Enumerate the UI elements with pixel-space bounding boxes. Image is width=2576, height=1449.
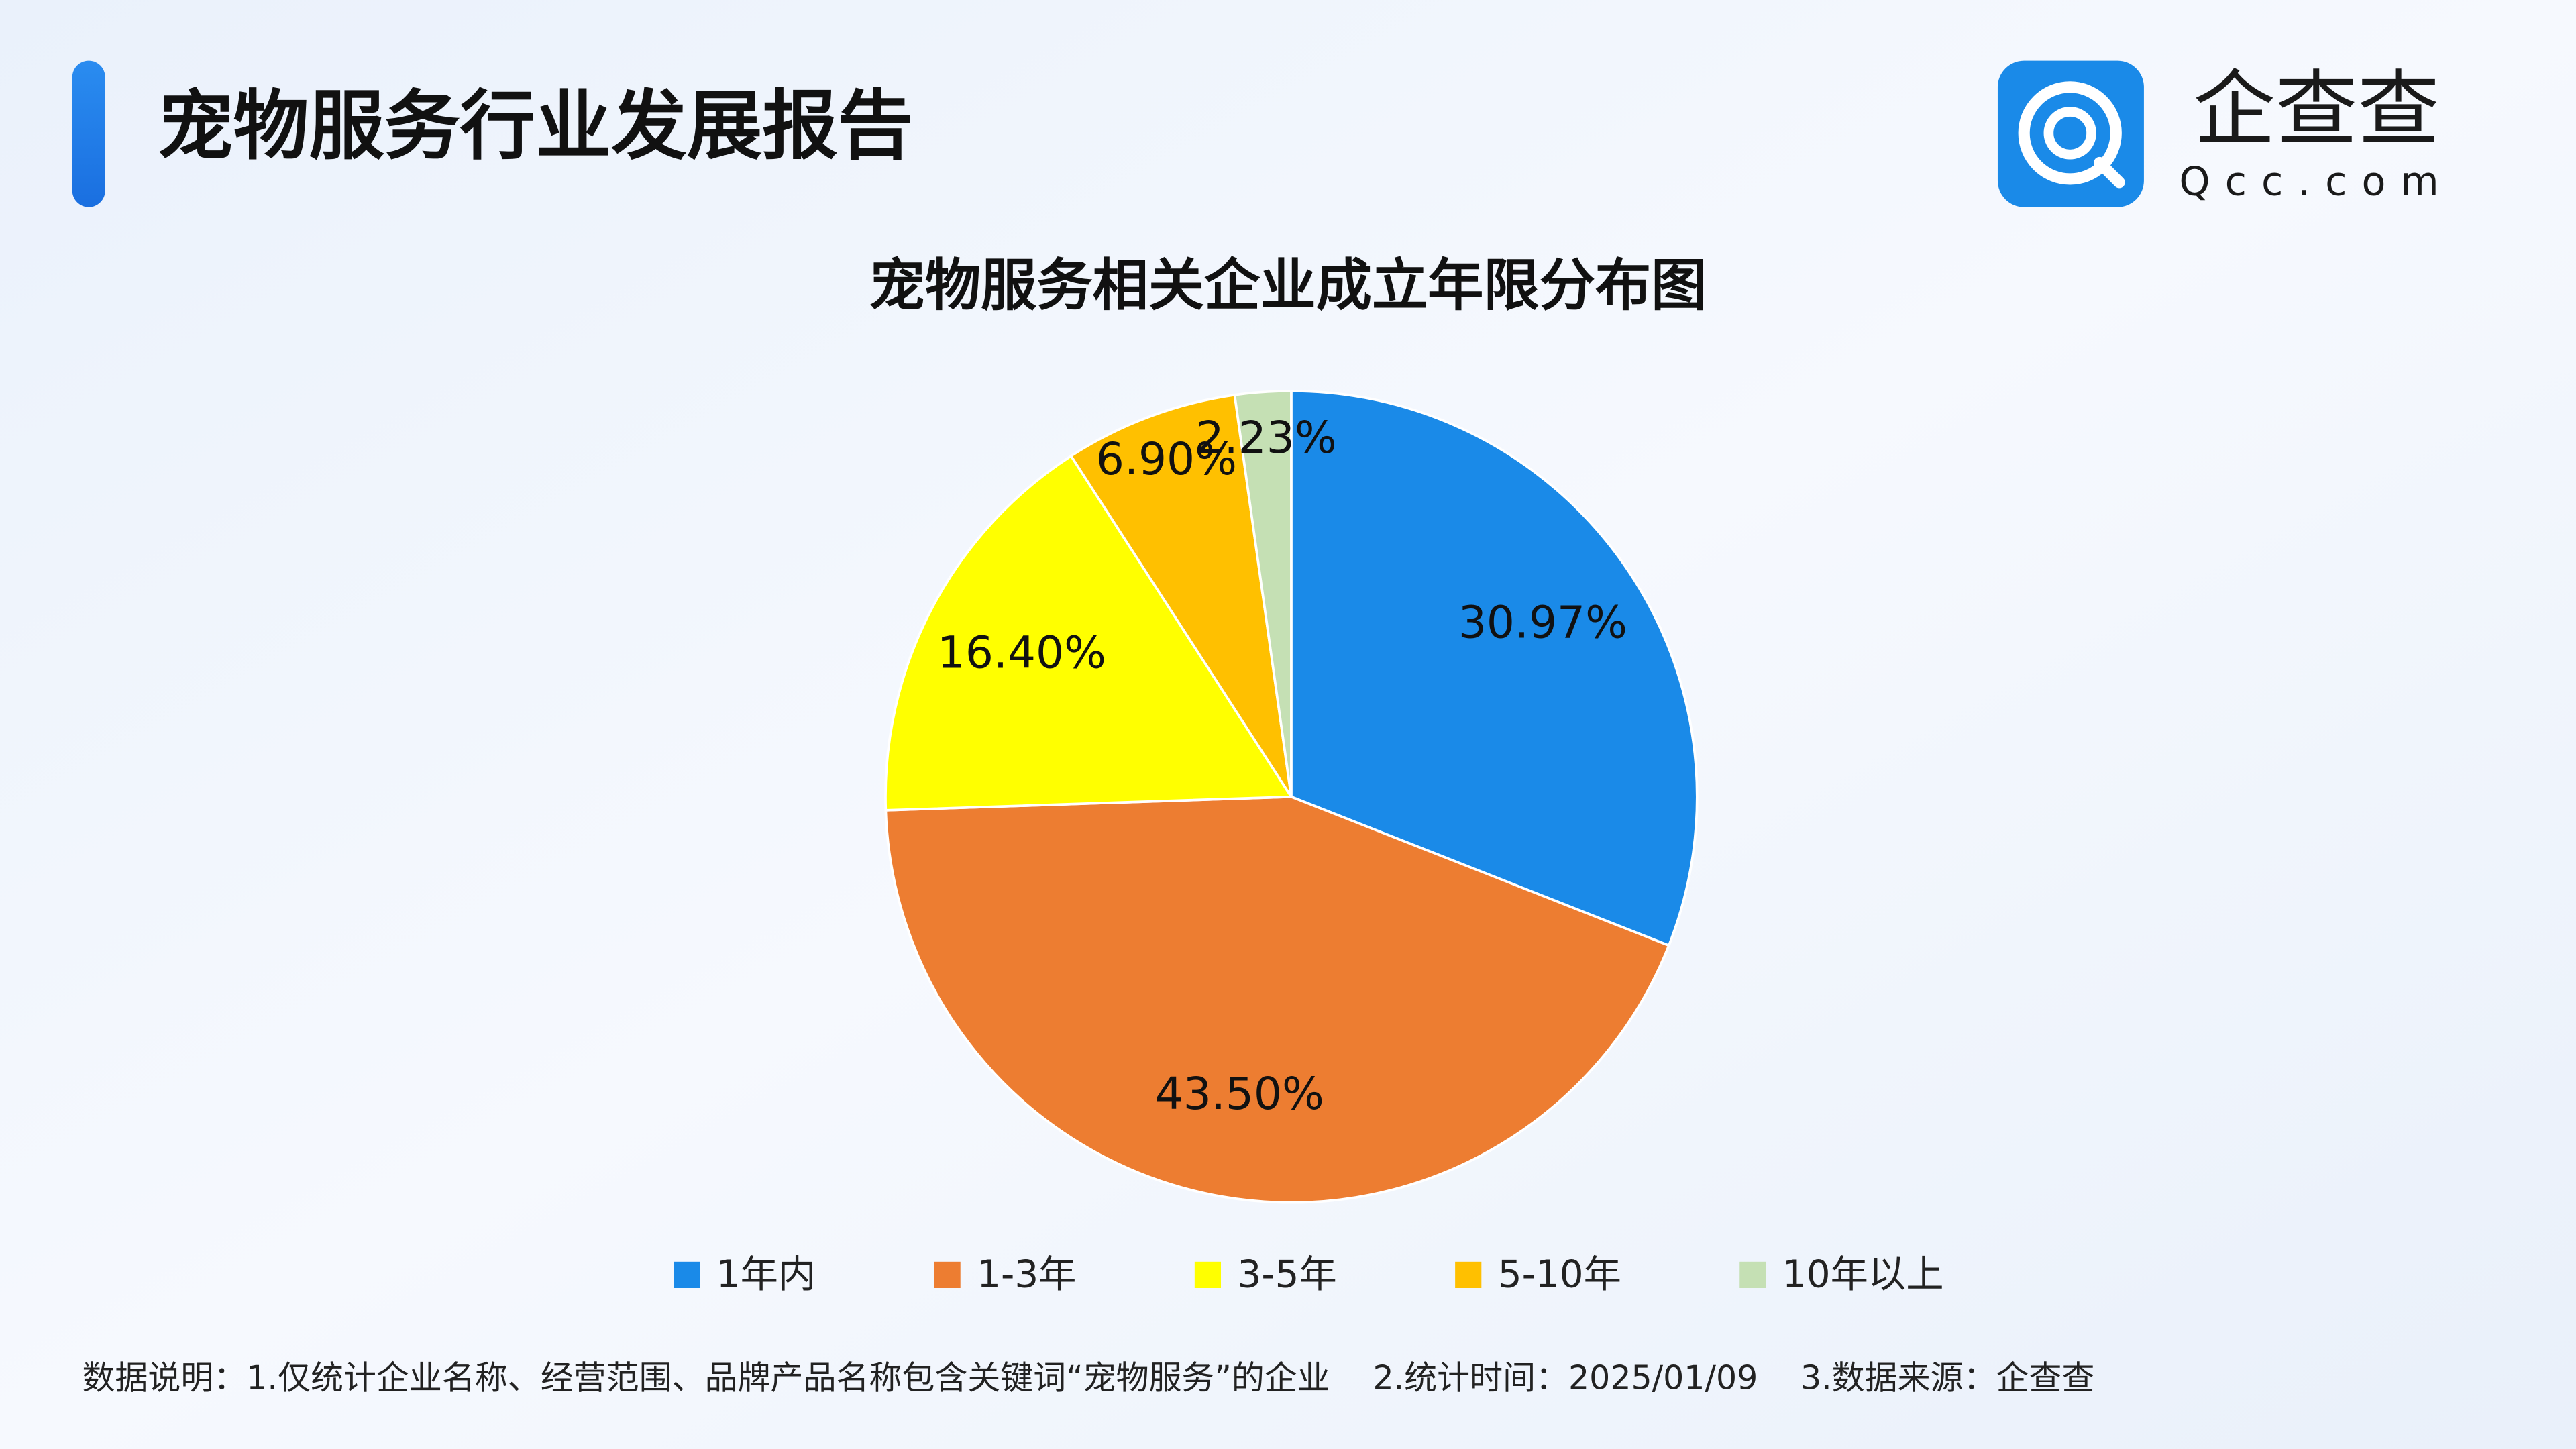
legend-swatch <box>934 1261 961 1288</box>
data-label: 30.97% <box>1458 596 1627 648</box>
pie: 30.97% 43.50% 16.40% 6.90%2.23% <box>884 390 1699 1204</box>
data-label: 6.90% <box>1096 433 1237 485</box>
footnote: 3.数据来源：企查查 <box>1801 1359 2094 1397</box>
logo <box>1997 60 2144 207</box>
logo-ring <box>2018 81 2122 185</box>
pie-slice <box>1290 390 1699 947</box>
legend-label: 10年以上 <box>1782 1252 1944 1296</box>
legend-swatch <box>1455 1261 1482 1288</box>
legend-swatch <box>1194 1261 1222 1288</box>
footnote: 数据说明：1.仅统计企业名称、经营范围、品牌产品名称包含关键词“宠物服务”的企业 <box>82 1359 1330 1397</box>
legend-label: 3-5年 <box>1238 1252 1337 1296</box>
pie-slice <box>1233 390 1293 798</box>
data-label: 16.40% <box>937 627 1106 679</box>
brand-url: Qcc.com <box>2179 158 2453 204</box>
title-accent <box>72 60 105 207</box>
legend-label: 1-3年 <box>977 1252 1076 1296</box>
footnote: 2.统计时间：2025/01/09 <box>1373 1359 1758 1397</box>
pie-slice <box>884 454 1294 812</box>
pie-slice <box>884 795 1671 1204</box>
legend-label: 1年内 <box>716 1252 816 1296</box>
legend-swatch <box>674 1261 700 1288</box>
data-label: 2.23% <box>1196 412 1337 464</box>
brand-name: 企查查 <box>2193 61 2439 157</box>
legend: 1年内 1-3年 3-5年 5-10年 10年以上 <box>674 1252 1944 1296</box>
footer: 数据说明：1.仅统计企业名称、经营范围、品牌产品名称包含关键词“宠物服务”的企业… <box>82 1359 2094 1397</box>
pie-slice <box>1069 393 1293 798</box>
logo-tail <box>2094 156 2125 189</box>
legend-swatch <box>1739 1261 1766 1288</box>
legend-label: 5-10年 <box>1498 1252 1621 1296</box>
chart-title: 宠物服务相关企业成立年限分布图 <box>869 253 1707 318</box>
logo-inner <box>2043 107 2096 160</box>
data-label: 43.50% <box>1155 1068 1324 1120</box>
page-title: 宠物服务行业发展报告 <box>158 82 913 170</box>
